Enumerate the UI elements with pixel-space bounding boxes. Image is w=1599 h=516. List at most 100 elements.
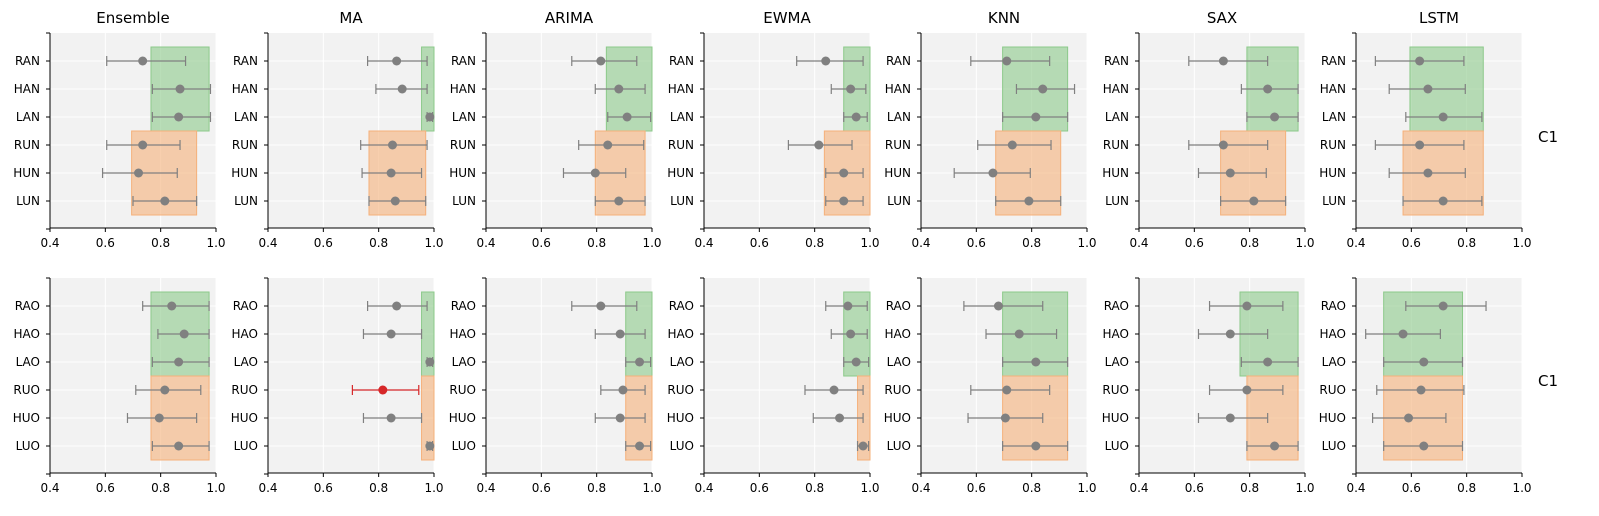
subplot-title: KNN — [988, 9, 1020, 27]
y-tick-label: HAO — [885, 327, 911, 341]
data-point — [174, 441, 184, 451]
y-tick-label: HAN — [232, 82, 258, 96]
y-tick-label: HAO — [232, 327, 258, 341]
y-tick-label: RAO — [669, 299, 694, 313]
x-tick-label: 1.0 — [1512, 236, 1531, 250]
x-tick-label: 0.6 — [750, 236, 769, 250]
x-tick-label: 0.4 — [911, 481, 930, 495]
data-point — [174, 357, 184, 367]
y-tick-label: LUO — [234, 439, 258, 453]
y-tick-label: RUO — [449, 383, 476, 397]
x-tick-label: 1.0 — [1512, 481, 1531, 495]
x-tick-label: 0.4 — [476, 481, 495, 495]
data-point — [179, 329, 189, 339]
data-point — [1242, 301, 1252, 311]
x-tick-label: 0.6 — [532, 236, 551, 250]
x-tick-label: 1.0 — [1077, 481, 1096, 495]
y-tick-label: RUO — [1102, 383, 1129, 397]
data-point — [1398, 329, 1408, 339]
x-tick-label: 0.6 — [314, 236, 333, 250]
y-tick-label: RAO — [451, 299, 476, 313]
x-tick-label: 0.4 — [694, 236, 713, 250]
y-tick-label: HAN — [450, 82, 476, 96]
y-tick-label: HAO — [450, 327, 476, 341]
data-point — [1419, 357, 1429, 367]
x-tick-label: 0.8 — [151, 481, 170, 495]
x-tick-label: 0.8 — [369, 481, 388, 495]
y-tick-label: LUN — [670, 194, 694, 208]
data-point — [618, 385, 628, 395]
x-tick-label: 0.8 — [1022, 481, 1041, 495]
y-tick-label: LUN — [1105, 194, 1129, 208]
y-tick-label: HAN — [1320, 82, 1346, 96]
y-tick-label: HUN — [449, 166, 476, 180]
data-point — [174, 112, 184, 122]
data-point — [1438, 301, 1448, 311]
data-point — [378, 385, 388, 395]
data-point — [397, 84, 407, 94]
x-tick-label: 1.0 — [1077, 236, 1096, 250]
subplot-0-0: RAN HAN LAN RUN HUN LUN 0.4 0.6 0.8 1.0 Ensemble — [13, 9, 225, 250]
subplot-1-3: RAO HAO LAO RUO HUO LUO 0.4 0.6 0.8 1.0 — [667, 277, 880, 495]
y-tick-label: RUN — [885, 138, 911, 152]
y-tick-label: HUN — [1319, 166, 1346, 180]
data-point — [1415, 140, 1425, 150]
x-tick-label: 0.4 — [258, 481, 277, 495]
x-tick-label: 0.8 — [1240, 481, 1259, 495]
y-tick-label: RUO — [13, 383, 40, 397]
data-point — [843, 301, 853, 311]
subplot-title: LSTM — [1419, 9, 1459, 27]
y-tick-label: RAN — [451, 54, 476, 68]
subplot-0-3: RAN HAN LAN RUN HUN LUN 0.4 0.6 0.8 1.0 EWMA — [667, 9, 879, 250]
subplot-1-6: RAO HAO LAO RUO HUO LUO 0.4 0.6 0.8 1.0 — [1319, 277, 1532, 495]
x-tick-label: 0.4 — [1129, 481, 1148, 495]
data-point — [1249, 196, 1259, 206]
y-tick-label: RAO — [886, 299, 911, 313]
data-point — [1225, 329, 1235, 339]
x-tick-label: 0.6 — [96, 481, 115, 495]
y-tick-label: HUO — [449, 411, 476, 425]
y-tick-label: HUO — [1319, 411, 1346, 425]
data-point — [388, 140, 397, 150]
y-tick-label: HAN — [885, 82, 911, 96]
y-tick-label: RAO — [1104, 299, 1129, 313]
y-tick-label: HAO — [1103, 327, 1129, 341]
data-point — [392, 301, 402, 311]
y-tick-label: LAO — [234, 355, 258, 369]
y-tick-label: RUN — [450, 138, 476, 152]
y-tick-label: LUO — [670, 439, 694, 453]
x-tick-label: 0.6 — [967, 236, 986, 250]
data-point — [635, 357, 645, 367]
row-label-top: C1 — [1538, 128, 1558, 146]
y-tick-label: RUO — [231, 383, 258, 397]
data-point — [1438, 196, 1448, 206]
data-point — [1404, 413, 1414, 423]
data-point — [1014, 329, 1024, 339]
y-tick-label: LAO — [16, 355, 40, 369]
y-tick-label: LAO — [1322, 355, 1346, 369]
y-tick-label: LAN — [670, 110, 694, 124]
y-tick-label: HUN — [231, 166, 258, 180]
x-tick-label: 1.0 — [206, 481, 225, 495]
data-point — [615, 329, 625, 339]
data-point — [134, 168, 144, 178]
x-tick-label: 1.0 — [860, 481, 879, 495]
y-tick-label: HAO — [14, 327, 40, 341]
x-tick-label: 0.6 — [532, 481, 551, 495]
data-point — [1263, 84, 1273, 94]
x-tick-label: 0.8 — [151, 236, 170, 250]
data-point — [167, 301, 177, 311]
data-point — [851, 357, 861, 367]
x-tick-label: 0.8 — [805, 236, 824, 250]
y-tick-label: LAN — [1105, 110, 1129, 124]
data-point — [1263, 357, 1273, 367]
data-point — [138, 56, 148, 66]
data-point — [1002, 56, 1012, 66]
x-tick-label: 0.4 — [694, 481, 713, 495]
y-tick-label: LUN — [1322, 194, 1346, 208]
data-point — [814, 140, 824, 150]
data-point — [835, 413, 845, 423]
x-tick-label: 1.0 — [860, 236, 879, 250]
y-tick-label: RUO — [1319, 383, 1346, 397]
y-tick-label: RUN — [1320, 138, 1346, 152]
